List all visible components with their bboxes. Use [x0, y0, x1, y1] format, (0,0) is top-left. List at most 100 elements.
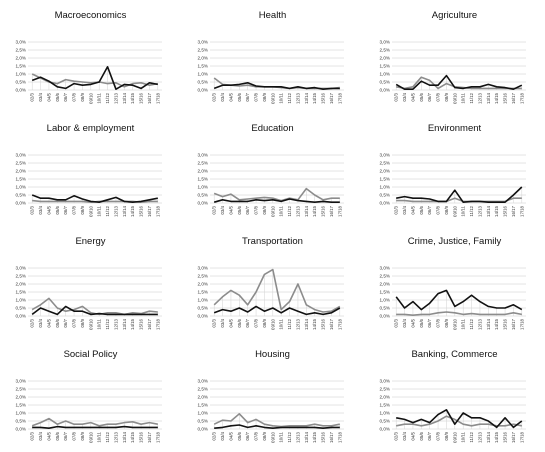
chart-title: Environment [427, 123, 482, 134]
y-tick-label: 2,5% [380, 274, 390, 279]
x-tick-label: 13/14 [486, 431, 491, 443]
x-tick-label: 08/9 [80, 431, 85, 440]
y-tick-label: 2,5% [380, 161, 390, 166]
x-tick-label: 12/13 [113, 318, 118, 330]
x-tick-label: 08/9 [444, 92, 449, 101]
x-tick-label: 15/16 [321, 318, 326, 330]
x-tick-label: 15/16 [503, 318, 508, 330]
y-tick-label: 2,0% [380, 56, 390, 61]
x-tick-label: 06/7 [245, 431, 250, 440]
series-b-line [31, 73, 158, 88]
y-tick-label: 1,0% [198, 298, 208, 303]
chart-svg: 0,0% 0,5% 1,0% 1,5% 2,0% 2,5% 3,0% 02/3 03/4 04/5… [16, 266, 162, 330]
x-tick-label: 06/7 [427, 318, 432, 327]
x-tick-label: 07/8 [254, 318, 259, 327]
x-tick-label: 09/10 [452, 318, 457, 330]
chart-panel: Banking, Commerce 0,0% 0,5% 1,0% 1,5% 2,0% 2,5… [364, 339, 545, 452]
chart-svg: 0,0% 0,5% 1,0% 1,5% 2,0% 2,5% 3,0% 02/3 03/4 04/5… [198, 153, 344, 217]
x-tick-label: 03/4 [220, 205, 225, 214]
y-tick-label: 2,5% [198, 161, 208, 166]
chart-panel: Labor & employment 0,0% 0,5% 1,0% 1,5% 2,0% 2,… [0, 113, 181, 226]
x-tick-label: 11/12 [105, 318, 110, 329]
x-tick-label: 04/5 [228, 431, 233, 440]
series-a-line [31, 305, 158, 316]
y-tick-label: 0,5% [198, 419, 208, 424]
x-tick-label: 16/17 [511, 92, 516, 104]
y-tick-label: 0,5% [380, 306, 390, 311]
x-tick-label: 02/3 [394, 318, 399, 327]
x-tick-label: 12/13 [295, 318, 300, 330]
y-tick-label: 3,0% [198, 153, 208, 158]
x-tick-label: 06/7 [427, 92, 432, 101]
chart-title: Education [251, 123, 294, 134]
x-tick-label: 13/14 [486, 205, 491, 217]
x-tick-label: 17/18 [155, 92, 160, 104]
x-tick-label: 08/9 [80, 318, 85, 327]
x-tick-label: 10/11 [97, 318, 102, 329]
y-tick-label: 2,0% [198, 169, 208, 174]
y-tick-label: 1,0% [16, 185, 26, 190]
chart-title: Transportation [242, 236, 303, 247]
y-tick-label: 1,5% [16, 64, 26, 69]
x-tick-label: 17/18 [155, 205, 160, 217]
chart-panel: Environment 0,0% 0,5% 1,0% 1,5% 2,0% 2,5% 3,0% 0… [364, 113, 545, 226]
x-tick-label: 12/13 [295, 92, 300, 104]
y-tick-label: 3,0% [198, 40, 208, 45]
y-tick-label: 2,5% [16, 274, 26, 279]
y-tick-label: 1,5% [198, 64, 208, 69]
chart-title: Health [258, 10, 287, 21]
x-tick-label: 16/17 [329, 318, 334, 330]
x-tick-label: 09/10 [452, 431, 457, 443]
x-tick-label: 07/8 [436, 92, 441, 101]
y-tick-label: 0,5% [16, 193, 26, 198]
y-tick-label: 1,0% [380, 185, 390, 190]
x-tick-label: 15/16 [139, 92, 144, 104]
x-tick-label: 03/4 [402, 431, 407, 440]
x-tick-label: 11/12 [105, 92, 110, 103]
chart-svg: 0,0% 0,5% 1,0% 1,5% 2,0% 2,5% 3,0% 02/3 03/4 04/5… [380, 153, 526, 217]
y-tick-label: 0,0% [198, 201, 208, 206]
x-tick-label: 09/10 [270, 205, 275, 217]
series-b-line [31, 417, 158, 427]
x-tick-label: 17/18 [155, 431, 160, 443]
y-tick-label: 1,0% [380, 298, 390, 303]
x-tick-label: 05/6 [55, 318, 60, 327]
x-tick-label: 05/6 [237, 92, 242, 101]
x-tick-label: 02/3 [212, 431, 217, 440]
series-a-line [395, 74, 523, 90]
x-tick-label: 07/8 [436, 318, 441, 327]
chart-svg: 0,0% 0,5% 1,0% 1,5% 2,0% 2,5% 3,0% 02/3 03/4 04/5… [16, 40, 162, 104]
x-tick-label: 16/17 [147, 431, 152, 443]
x-tick-label: 07/8 [254, 205, 259, 214]
x-tick-label: 14/15 [130, 318, 135, 330]
x-tick-label: 10/11 [97, 205, 102, 216]
x-tick-label: 12/13 [113, 431, 118, 443]
x-tick-label: 14/15 [494, 318, 499, 330]
x-tick-label: 13/14 [486, 318, 491, 330]
x-tick-label: 04/5 [46, 205, 51, 214]
chart-panel: Agriculture 0,0% 0,5% 1,0% 1,5% 2,0% 2,5% 3,0% 0… [364, 0, 545, 113]
y-tick-label: 0,5% [380, 80, 390, 85]
x-tick-label: 16/17 [147, 92, 152, 104]
y-tick-label: 1,5% [16, 177, 26, 182]
x-tick-label: 02/3 [394, 205, 399, 214]
x-tick-label: 17/18 [519, 92, 524, 104]
y-tick-label: 1,0% [198, 185, 208, 190]
y-tick-label: 0,0% [16, 201, 26, 206]
x-tick-label: 07/8 [72, 431, 77, 440]
x-tick-label: 09/10 [270, 318, 275, 330]
x-tick-label: 03/4 [402, 205, 407, 214]
x-tick-label: 08/9 [262, 205, 267, 214]
series-a-line [214, 424, 340, 429]
x-tick-label: 11/12 [105, 205, 110, 216]
x-tick-label: 14/15 [312, 318, 317, 330]
y-tick-label: 1,5% [198, 177, 208, 182]
x-tick-label: 07/8 [436, 431, 441, 440]
y-tick-label: 3,0% [16, 379, 26, 384]
y-tick-label: 3,0% [380, 266, 390, 271]
x-tick-label: 10/11 [461, 318, 466, 329]
y-tick-label: 3,0% [198, 266, 208, 271]
x-tick-label: 07/8 [72, 205, 77, 214]
x-tick-label: 16/17 [511, 205, 516, 217]
x-tick-label: 07/8 [72, 92, 77, 101]
